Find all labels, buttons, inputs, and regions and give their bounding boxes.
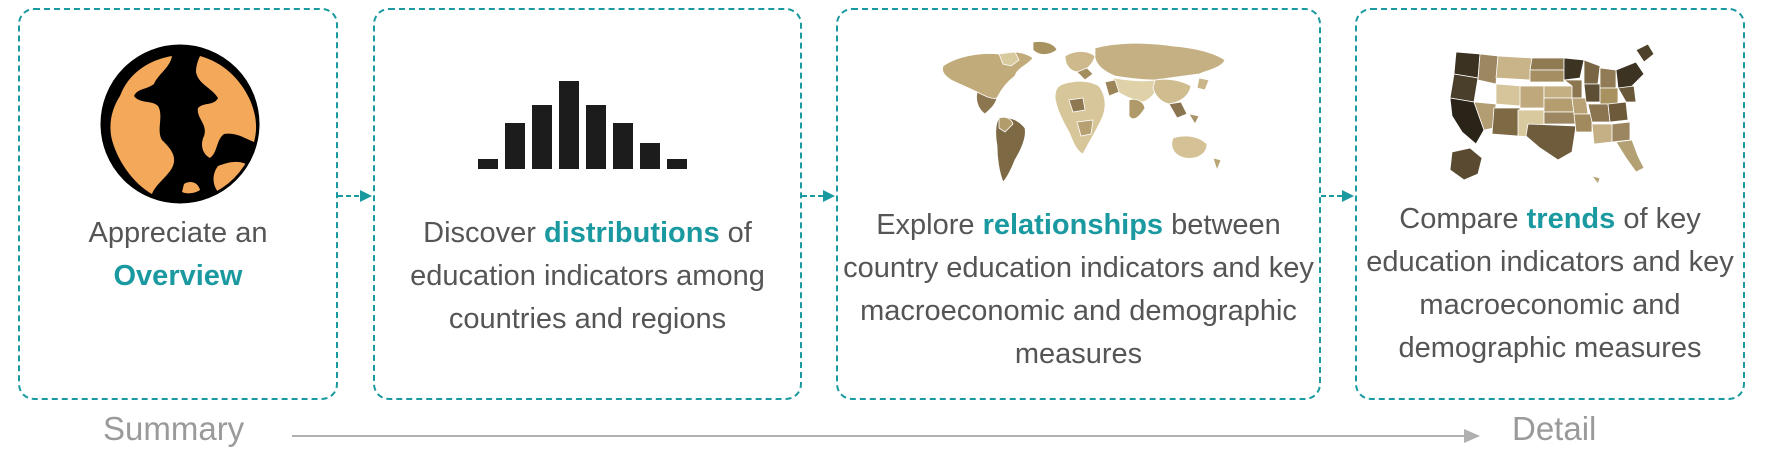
globe-icon [100, 44, 260, 204]
step-highlight: Overview [113, 260, 243, 292]
summary-to-detail-arrow [292, 429, 1480, 443]
histogram-bar [505, 123, 525, 169]
axis-start-label: Summary [103, 410, 245, 447]
us-map-icon [1449, 43, 1655, 185]
world-map-icon [942, 41, 1226, 183]
histogram-bar [640, 143, 660, 169]
histogram-bar [613, 123, 633, 169]
histogram-icon [478, 81, 687, 169]
histogram-bar [667, 159, 687, 169]
step-text-post: between country education indicators and… [843, 209, 1314, 370]
flow-arrow [338, 190, 372, 202]
step-card-trends: Compare trends of key education indicato… [1355, 8, 1745, 400]
step-highlight: distributions [544, 217, 720, 249]
flow-arrow [1321, 190, 1354, 202]
histogram-bar [532, 105, 552, 169]
step-text-pre: Discover [423, 217, 536, 249]
step-text-post: of education indicators among countries … [410, 217, 765, 335]
step-highlight: trends [1526, 203, 1616, 235]
histogram-bar [478, 159, 498, 169]
flow-arrow [802, 190, 835, 202]
step-text-pre: Explore [876, 209, 975, 241]
step-text: Appreciate an Overview [20, 212, 336, 298]
step-text: Explore relationships between country ed… [838, 204, 1319, 376]
step-text-post: of key education indicators and key macr… [1366, 203, 1734, 364]
step-highlight: relationships [982, 209, 1164, 241]
step-text: Compare trends of key education indicato… [1357, 198, 1743, 370]
step-text-pre: Compare [1399, 203, 1519, 235]
histogram-bar [586, 105, 606, 169]
axis-end-label: Detail [1512, 410, 1597, 447]
step-card-relationships: Explore relationships between country ed… [836, 8, 1321, 400]
step-text: Discover distributions of education indi… [375, 212, 800, 341]
histogram-bar [559, 81, 579, 169]
step-text-pre: Appreciate an [88, 217, 268, 249]
step-card-distributions: Discover distributions of education indi… [373, 8, 802, 400]
step-card-overview: Appreciate an Overview [18, 8, 338, 400]
